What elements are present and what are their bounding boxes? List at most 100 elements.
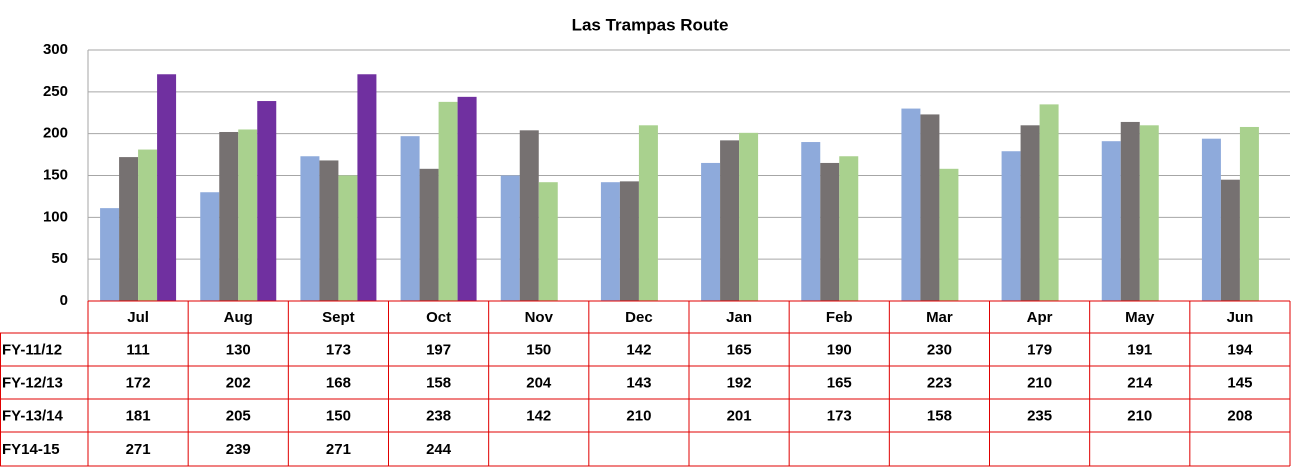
table-cell: 158 bbox=[426, 374, 451, 391]
table-cell: 150 bbox=[326, 407, 351, 424]
table-cell: 191 bbox=[1127, 341, 1152, 358]
table-cell: 235 bbox=[1027, 407, 1052, 424]
bar bbox=[200, 192, 220, 301]
table-cell: 165 bbox=[727, 341, 752, 358]
bar bbox=[939, 168, 959, 301]
table-cell: 208 bbox=[1227, 407, 1252, 424]
table-cell: 223 bbox=[927, 374, 952, 391]
legend-label: FY-11/12 bbox=[2, 341, 62, 358]
table-cell: 130 bbox=[226, 341, 251, 358]
bar bbox=[1020, 125, 1040, 301]
bar bbox=[1201, 138, 1221, 301]
table-cell: 179 bbox=[1027, 341, 1052, 358]
table-cell: 210 bbox=[1127, 407, 1152, 424]
x-tick-label: Aug bbox=[224, 309, 253, 326]
y-tick-label: 250 bbox=[43, 83, 68, 100]
table-cell: 210 bbox=[1027, 374, 1052, 391]
legend-label: FY-12/13 bbox=[2, 374, 63, 391]
x-tick-label: Sept bbox=[322, 309, 355, 326]
bar bbox=[419, 168, 439, 301]
table-cell: 238 bbox=[426, 407, 451, 424]
bar bbox=[319, 160, 339, 301]
bar bbox=[1001, 151, 1021, 301]
table-cell: 205 bbox=[226, 407, 251, 424]
table-cell: 145 bbox=[1227, 374, 1252, 391]
x-tick-label: Jun bbox=[1227, 309, 1254, 326]
table-cell: 239 bbox=[226, 441, 251, 458]
table-cell: 210 bbox=[626, 407, 651, 424]
table-cell: 143 bbox=[626, 374, 651, 391]
bar bbox=[820, 162, 840, 301]
bar bbox=[801, 142, 821, 301]
bar bbox=[1101, 141, 1121, 301]
bar bbox=[138, 149, 158, 301]
y-tick-label: 150 bbox=[43, 166, 68, 183]
table-cell: 181 bbox=[126, 407, 151, 424]
chart-title: Las Trampas Route bbox=[572, 15, 729, 34]
x-tick-label: Nov bbox=[525, 309, 554, 326]
table-cell: 204 bbox=[526, 374, 552, 391]
bar bbox=[300, 156, 320, 301]
bar bbox=[100, 208, 120, 301]
x-tick-label: May bbox=[1125, 309, 1155, 326]
bar bbox=[720, 140, 740, 301]
table-cell: 142 bbox=[526, 407, 551, 424]
x-tick-label: Apr bbox=[1027, 309, 1053, 326]
table-cell: 271 bbox=[326, 441, 351, 458]
bar bbox=[219, 131, 239, 301]
legend-label: FY14-15 bbox=[2, 441, 60, 458]
table-cell: 202 bbox=[226, 374, 251, 391]
bar bbox=[119, 157, 139, 301]
bar bbox=[901, 108, 921, 301]
bar bbox=[500, 175, 520, 301]
bar bbox=[519, 130, 539, 301]
bar bbox=[238, 129, 258, 301]
table-cell: 244 bbox=[426, 441, 452, 458]
x-tick-label: Feb bbox=[826, 309, 853, 326]
table-cell: 173 bbox=[326, 341, 351, 358]
y-tick-label: 0 bbox=[60, 292, 68, 309]
x-tick-label: Mar bbox=[926, 309, 953, 326]
y-tick-label: 50 bbox=[51, 250, 68, 267]
bar bbox=[619, 181, 639, 301]
table-cell: 165 bbox=[827, 374, 852, 391]
x-tick-label: Oct bbox=[426, 309, 451, 326]
table-cell: 158 bbox=[927, 407, 952, 424]
table-cell: 190 bbox=[827, 341, 852, 358]
bar bbox=[638, 125, 658, 301]
bar bbox=[357, 74, 377, 301]
table-cell: 173 bbox=[827, 407, 852, 424]
bar bbox=[400, 136, 420, 301]
bar bbox=[600, 182, 620, 301]
table-cell: 197 bbox=[426, 341, 451, 358]
table-cell: 111 bbox=[126, 341, 149, 358]
bar bbox=[920, 114, 940, 301]
table-cell: 194 bbox=[1227, 341, 1253, 358]
table-cell: 230 bbox=[927, 341, 952, 358]
bar bbox=[1120, 121, 1140, 301]
bar bbox=[457, 96, 477, 301]
bar bbox=[739, 132, 759, 301]
table-cell: 271 bbox=[126, 441, 151, 458]
bar bbox=[338, 175, 358, 301]
bar bbox=[538, 182, 558, 301]
bar bbox=[1239, 126, 1259, 302]
table-cell: 192 bbox=[727, 374, 752, 391]
x-tick-label: Dec bbox=[625, 309, 653, 326]
x-tick-label: Jul bbox=[127, 309, 149, 326]
bar bbox=[438, 101, 458, 301]
bar bbox=[157, 74, 177, 301]
table-cell: 201 bbox=[727, 407, 752, 424]
x-tick-label: Jan bbox=[726, 309, 752, 326]
table-cell: 168 bbox=[326, 374, 351, 391]
bar bbox=[701, 162, 721, 301]
y-tick-label: 200 bbox=[43, 125, 68, 142]
bar bbox=[1220, 179, 1240, 301]
y-tick-label: 100 bbox=[43, 208, 68, 225]
bar bbox=[1039, 104, 1059, 301]
table-cell: 172 bbox=[126, 374, 151, 391]
table-cell: 142 bbox=[626, 341, 651, 358]
bar bbox=[257, 101, 277, 301]
table-cell: 150 bbox=[526, 341, 551, 358]
